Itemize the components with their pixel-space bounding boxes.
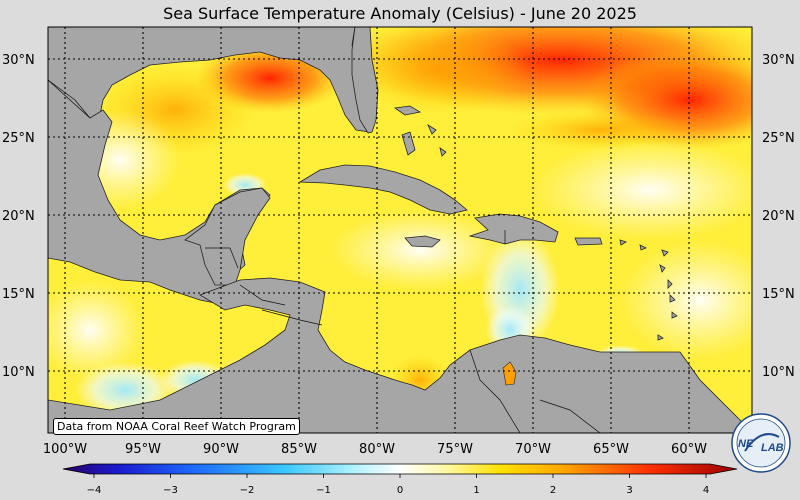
nesdis-star-lab-logo-icon: NE LAB: [731, 413, 791, 473]
land-puerto-rico: [574, 237, 603, 246]
colorbar-tick-label: 0: [397, 485, 403, 496]
lon-label: 75°W: [437, 442, 473, 457]
map-title: Sea Surface Temperature Anomaly (Celsius…: [163, 4, 637, 23]
land-cuba: [298, 164, 468, 215]
lat-label: 20°N: [762, 209, 795, 224]
colorbar-tick-label: 2: [550, 485, 556, 496]
country-borders: [48, 79, 601, 433]
colorbar-tick-label: −2: [240, 485, 255, 496]
colorbar-tick-label: −4: [87, 485, 102, 496]
lat-label: 20°N: [2, 209, 35, 224]
map-area: [48, 27, 752, 433]
land-hispaniola: [468, 213, 559, 245]
lat-label: 10°N: [762, 365, 795, 380]
land-bahamas: [393, 105, 422, 116]
logo-text-right: LAB: [761, 442, 784, 454]
colorbar-ramp: [62, 463, 738, 475]
colorbar-tick-label: 1: [473, 485, 479, 496]
lon-labels: 100°W 95°W 90°W 85°W 80°W 75°W 70°W 65°W…: [43, 442, 707, 457]
lon-label: 60°W: [671, 442, 707, 457]
lat-labels-left: 30°N 25°N 20°N 15°N 10°N: [2, 53, 35, 380]
colorbar: −4 −3 −2 −1 0 1 2 3 4: [62, 463, 738, 496]
lat-label: 25°N: [762, 131, 795, 146]
land-yucatan: [184, 187, 271, 286]
land-masses: [48, 27, 752, 433]
lon-label: 100°W: [43, 442, 87, 457]
land-florida: [351, 27, 379, 134]
land-jamaica: [404, 235, 441, 248]
logo-text-left: NE: [738, 438, 754, 450]
lat-label: 30°N: [762, 53, 795, 68]
lat-label: 15°N: [2, 287, 35, 302]
lon-label: 65°W: [593, 442, 629, 457]
graticule: [48, 27, 752, 433]
map-frame: [47, 26, 753, 434]
lon-label: 95°W: [125, 442, 161, 457]
lat-label: 15°N: [762, 287, 795, 302]
lon-label: 90°W: [203, 442, 239, 457]
lake-maracaibo: [502, 361, 517, 386]
lat-labels-right: 30°N 25°N 20°N 15°N 10°N: [762, 53, 795, 380]
lat-label: 30°N: [2, 53, 35, 68]
colorbar-tick-label: −3: [163, 485, 178, 496]
land-central-america-south: [48, 277, 752, 433]
lon-label: 70°W: [515, 442, 551, 457]
data-credit-label: Data from NOAA Coral Reef Watch Program: [53, 418, 300, 435]
lon-label: 85°W: [281, 442, 317, 457]
lat-label: 10°N: [2, 365, 35, 380]
colorbar-tick-label: 3: [626, 485, 632, 496]
colorbar-tick-label: 4: [703, 485, 709, 496]
colorbar-tick-label: −1: [316, 485, 331, 496]
lat-label: 25°N: [2, 131, 35, 146]
lon-label: 80°W: [359, 442, 395, 457]
